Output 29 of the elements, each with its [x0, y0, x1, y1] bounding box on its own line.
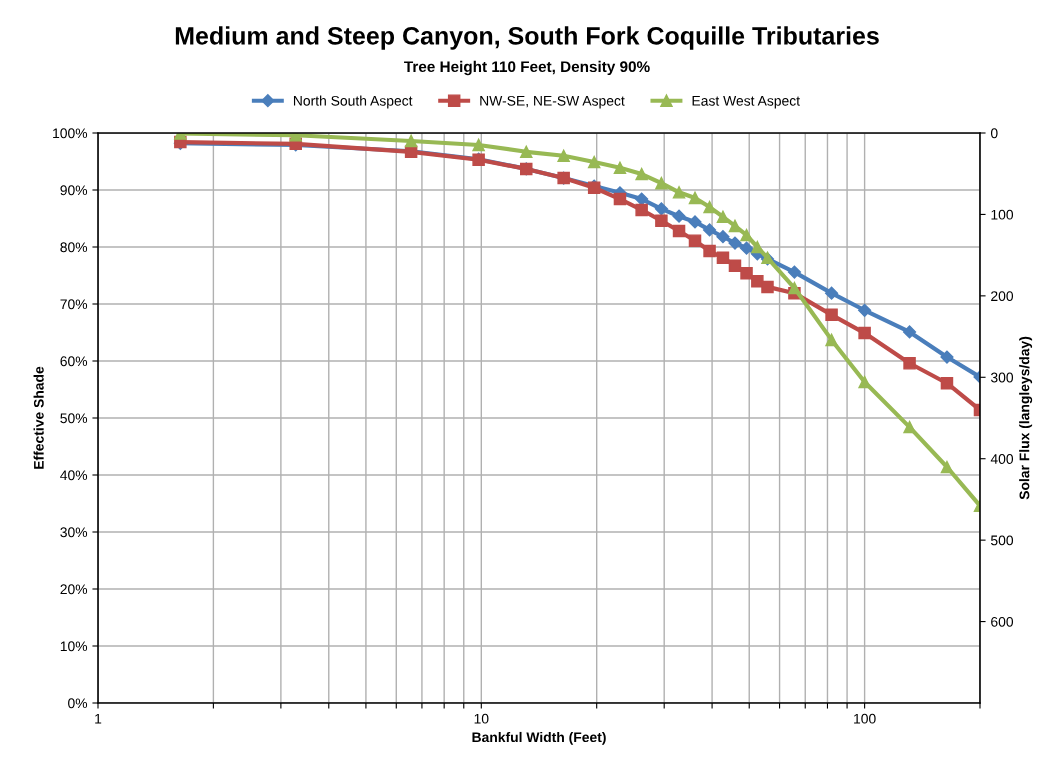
legend-label: East West Aspect: [692, 96, 800, 109]
y-tick-label: 80%: [60, 242, 88, 253]
x-tick-label: 1: [95, 713, 102, 724]
y2-tick-label: 100: [991, 209, 1014, 220]
legend-label: NW-SE, NE-SW Aspect: [480, 95, 625, 109]
y-tick-label: 100%: [53, 128, 88, 139]
y-tick-label: 30%: [60, 527, 88, 538]
y-tick-label: 40%: [60, 470, 88, 481]
chart-title: Medium and Steep Canyon, South Fork Coquille Tributaries: [175, 26, 879, 50]
y-tick-label: 10%: [60, 641, 88, 652]
y2-axis-title: Solar Flux (langleys/day): [1019, 336, 1033, 500]
x-axis-title: Bankful Width (Feet): [472, 731, 606, 745]
y-tick-label: 20%: [60, 584, 88, 595]
y-tick-label: 0%: [68, 698, 88, 709]
x-tick-label: 100: [854, 713, 876, 724]
y-axis-title: Effective Shade: [33, 366, 44, 469]
y2-tick-label: 300: [990, 372, 1014, 383]
y2-tick-label: 200: [991, 291, 1014, 302]
y-tick-label: 60%: [60, 356, 88, 367]
y-tick-label: 70%: [60, 299, 88, 310]
chart-subtitle: Tree Height 110 Feet, Density 90%: [404, 60, 650, 76]
x-tick-label: 10: [474, 713, 489, 724]
legend-label: North South Aspect: [293, 95, 413, 109]
y2-tick-label: 0: [990, 128, 998, 139]
y2-tick-label: 400: [990, 454, 1014, 464]
y-tick-label: 90%: [60, 185, 88, 196]
y2-tick-label: 500: [990, 535, 1014, 546]
y2-tick-label: 600: [991, 616, 1014, 627]
y-tick-label: 50%: [60, 413, 88, 424]
